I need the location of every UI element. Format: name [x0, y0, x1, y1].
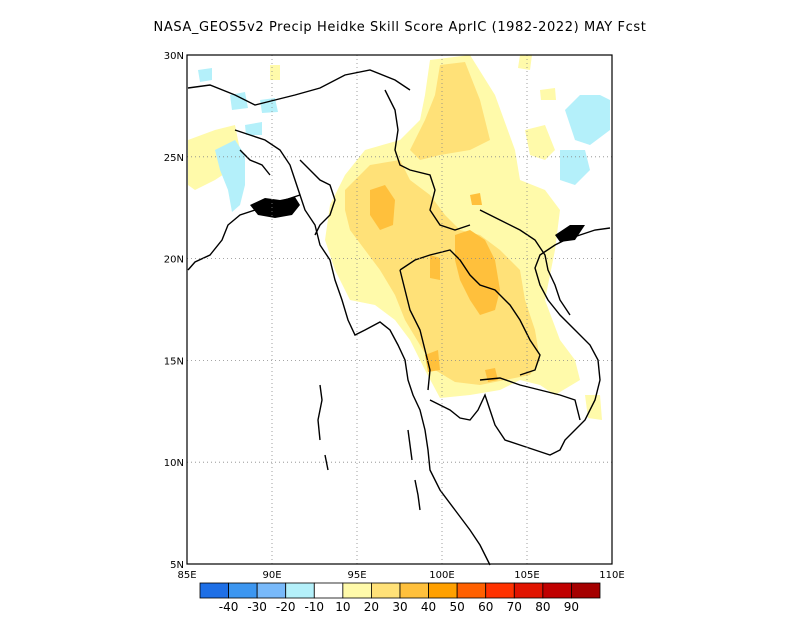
gulf-coastline: [555, 225, 585, 242]
latitude-tick-label: 15N: [164, 356, 184, 367]
colorbar-swatch: [513, 582, 544, 599]
longitude-tick-label: 105E: [514, 570, 539, 581]
colorbar-swatch: [428, 582, 458, 599]
colorbar-swatch: [399, 582, 429, 599]
latitude-tick-label: 20N: [164, 255, 184, 266]
colorbar-label: -40: [219, 600, 239, 614]
colorbar-swatch: [485, 582, 515, 599]
colorbar-swatch: [313, 582, 344, 599]
map-gridlines: [187, 55, 612, 564]
colorbar-swatch: [199, 582, 229, 599]
colorbar-label: 10: [335, 600, 350, 614]
longitude-tick-label: 90E: [262, 570, 281, 581]
colorbar-swatch: [342, 582, 372, 599]
colorbar-swatch: [256, 582, 287, 599]
colorbar-swatch: [228, 582, 258, 599]
longitude-tick-label: 95E: [347, 570, 366, 581]
colorbar-label: 70: [507, 600, 522, 614]
colorbar-swatch: [285, 582, 315, 599]
colorbar-swatch: [456, 582, 487, 599]
latitude-tick-label: 10N: [164, 458, 184, 469]
colorbar-label: -20: [276, 600, 296, 614]
longitude-tick-label: 110E: [599, 570, 624, 581]
colorbar-label: 60: [478, 600, 493, 614]
colorbar-label: -30: [247, 600, 267, 614]
colorbar-swatch: [371, 582, 401, 599]
map-frame: [186, 54, 613, 565]
colorbar-labels: -40 -30 -20 -10 10 20 30 40 50 60 70 80 90: [219, 600, 579, 614]
coastlines-and-borders: [187, 69, 611, 566]
colorbar-label: 30: [392, 600, 407, 614]
skill-score-shading: [188, 55, 610, 420]
colorbar-label: 50: [450, 600, 465, 614]
colorbar-label: 80: [535, 600, 550, 614]
colorbar-label: -10: [304, 600, 324, 614]
delta-coastline: [250, 197, 300, 218]
latitude-tick-labels: 30N 25N 20N 15N 10N 5N: [164, 51, 184, 571]
colorbar-label: 90: [564, 600, 579, 614]
latitude-tick-label: 25N: [164, 153, 184, 164]
latitude-tick-label: 5N: [170, 560, 184, 571]
colorbar-label: 20: [364, 600, 379, 614]
colorbar-label: 40: [421, 600, 436, 614]
map-title: NASA_GEOS5v2 Precip Heidke Skill Score A…: [153, 20, 647, 35]
longitude-tick-labels: 85E 90E 95E 100E 105E 110E: [177, 570, 624, 581]
latitude-tick-label: 30N: [164, 51, 184, 62]
colorbar-swatch: [571, 582, 601, 599]
colorbar-swatch: [542, 582, 572, 599]
colorbar: [199, 582, 601, 599]
longitude-tick-label: 85E: [177, 570, 196, 581]
longitude-tick-label: 100E: [429, 570, 454, 581]
